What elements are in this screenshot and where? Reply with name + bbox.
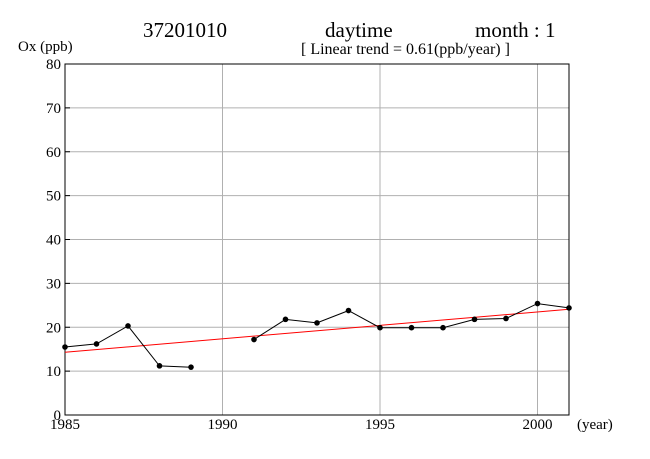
data-point <box>471 316 478 323</box>
data-point <box>314 320 320 326</box>
y-tick-label: 0 <box>54 408 62 424</box>
data-point <box>566 305 572 311</box>
y-tick-label: 20 <box>46 320 61 336</box>
data-point <box>408 324 415 331</box>
data-point <box>503 315 509 322</box>
y-tick-label: 10 <box>46 364 61 380</box>
trend-line-group <box>64 308 570 353</box>
y-tick-label: 30 <box>46 276 61 292</box>
data-point <box>188 364 194 370</box>
y-tick-label: 70 <box>46 101 61 117</box>
data-point <box>377 324 383 331</box>
y-tick-label: 50 <box>46 189 61 205</box>
data-point <box>251 336 257 343</box>
x-tick-label: 1985 <box>50 417 80 433</box>
grid <box>65 64 569 415</box>
trend-line <box>64 308 570 353</box>
data-point <box>156 363 163 369</box>
data-point <box>93 341 100 347</box>
x-tick-label: 1995 <box>365 417 395 433</box>
month-label: month : 1 <box>475 18 556 42</box>
y-tick-label: 40 <box>46 233 61 249</box>
station-code: 37201010 <box>143 18 227 42</box>
trend-label: [ Linear trend = 0.61(ppb/year) ] <box>301 41 510 58</box>
data-point <box>534 300 541 307</box>
y-tick-label: 80 <box>46 57 61 73</box>
data-point <box>282 316 289 323</box>
data-point <box>440 324 446 331</box>
y-tick-label: 60 <box>46 145 61 161</box>
series-line <box>253 303 570 340</box>
data-point <box>125 323 131 329</box>
data-point <box>345 307 352 314</box>
x-tick-label: 2000 <box>523 417 553 433</box>
data-point <box>62 344 68 350</box>
data-series <box>62 300 572 370</box>
x-axis-label: (year) <box>577 417 613 433</box>
period-label: daytime <box>325 18 393 42</box>
axes: 0 10 20 30 40 50 60 70 80 1985 1990 1995 2000 (year) <box>46 57 613 433</box>
y-axis-label: Ox (ppb) <box>18 39 73 55</box>
x-tick-label: 1990 <box>208 417 238 433</box>
